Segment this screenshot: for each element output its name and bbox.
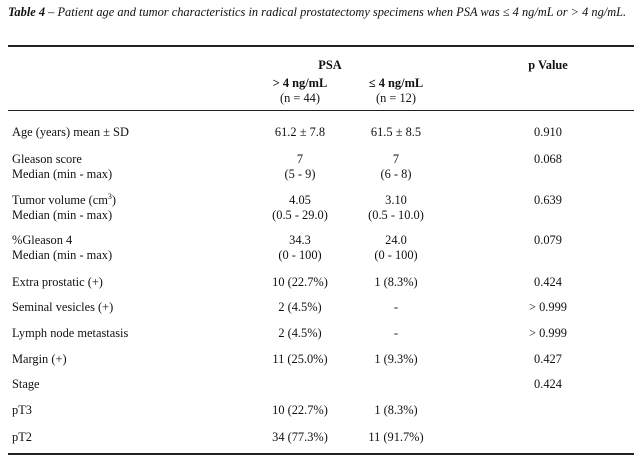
row-col2: 1 (8.3%): [374, 275, 418, 289]
row-col2: 1 (9.3%): [374, 352, 418, 366]
row-col1: 10 (22.7%): [272, 403, 328, 417]
row-label: pT2: [12, 430, 32, 444]
table-label: Table 4: [8, 5, 46, 19]
pvalue-header: p Value: [528, 58, 568, 72]
row-sublabel: Median (min - max): [12, 248, 113, 262]
row-pvalue: 0.424: [534, 275, 562, 289]
table-caption-text: – Patient age and tumor characteristics …: [45, 5, 627, 19]
row-pvalue: > 0.999: [529, 300, 567, 314]
row-label: Extra prostatic (+): [12, 275, 103, 289]
row-col2: 1 (8.3%): [374, 403, 418, 417]
row-label: Tumor volume (cm3): [12, 191, 117, 208]
row-label: Age (years) mean ± SD: [12, 125, 129, 139]
row-col2: 24.0: [385, 233, 407, 247]
row-col1: 11 (25.0%): [272, 352, 328, 366]
row-label: Stage: [12, 377, 40, 391]
row-col1: 2 (4.5%): [278, 300, 322, 314]
col1-header: > 4 ng/mL: [272, 76, 328, 90]
row-label-end: ): [111, 193, 117, 207]
row-sublabel: Median (min - max): [12, 208, 113, 222]
row-pvalue: 0.910: [534, 125, 562, 139]
row-label: Seminal vesicles (+): [12, 300, 114, 314]
row-pvalue: 0.068: [534, 152, 562, 166]
row-pvalue: 0.424: [534, 377, 562, 391]
row-col1: 2 (4.5%): [278, 326, 322, 340]
col1-n: (n = 44): [279, 91, 321, 105]
row-pvalue: 0.079: [534, 233, 562, 247]
row-col1: 34.3: [289, 233, 311, 247]
row-col2: -: [393, 326, 399, 340]
row-col2: -: [393, 300, 399, 314]
row-col1: 34 (77.3%): [272, 430, 328, 444]
bottom-rule: [8, 453, 634, 455]
row-col2-range: (0.5 - 10.0): [368, 208, 424, 222]
row-col2: 11 (91.7%): [368, 430, 424, 444]
row-col2: 7: [392, 152, 400, 166]
row-label-superscript: 3: [107, 191, 112, 201]
row-col2-range: (0 - 100): [374, 248, 418, 262]
table-caption: Table 4 – Patient age and tumor characte…: [8, 5, 634, 20]
row-col1: 7: [296, 152, 304, 166]
row-label: pT3: [12, 403, 32, 417]
row-col2-range: (6 - 8): [380, 167, 412, 181]
row-col1: 61.2 ± 7.8: [274, 125, 326, 139]
top-rule: [8, 45, 634, 47]
psa-group-header: PSA: [318, 58, 342, 72]
row-col2: 3.10: [385, 193, 407, 207]
row-col1-range: (0 - 100): [278, 248, 322, 262]
row-pvalue: 0.639: [534, 193, 562, 207]
col2-header: ≤ 4 ng/mL: [368, 76, 424, 90]
row-pvalue: 0.427: [534, 352, 562, 366]
row-label-text: Tumor volume (cm: [12, 193, 108, 207]
row-col1: 10 (22.7%): [272, 275, 328, 289]
header-rule: [8, 110, 634, 111]
row-col1-range: (0.5 - 29.0): [272, 208, 328, 222]
row-label: Lymph node metastasis: [12, 326, 129, 340]
row-label: %Gleason 4: [12, 233, 73, 247]
row-label: Gleason score: [12, 152, 82, 166]
row-col1-range: (5 - 9): [284, 167, 316, 181]
row-col1: 4.05: [289, 193, 311, 207]
row-col2: 61.5 ± 8.5: [370, 125, 422, 139]
row-pvalue: > 0.999: [529, 326, 567, 340]
row-label: Margin (+): [12, 352, 67, 366]
col2-n: (n = 12): [375, 91, 417, 105]
row-sublabel: Median (min - max): [12, 167, 113, 181]
